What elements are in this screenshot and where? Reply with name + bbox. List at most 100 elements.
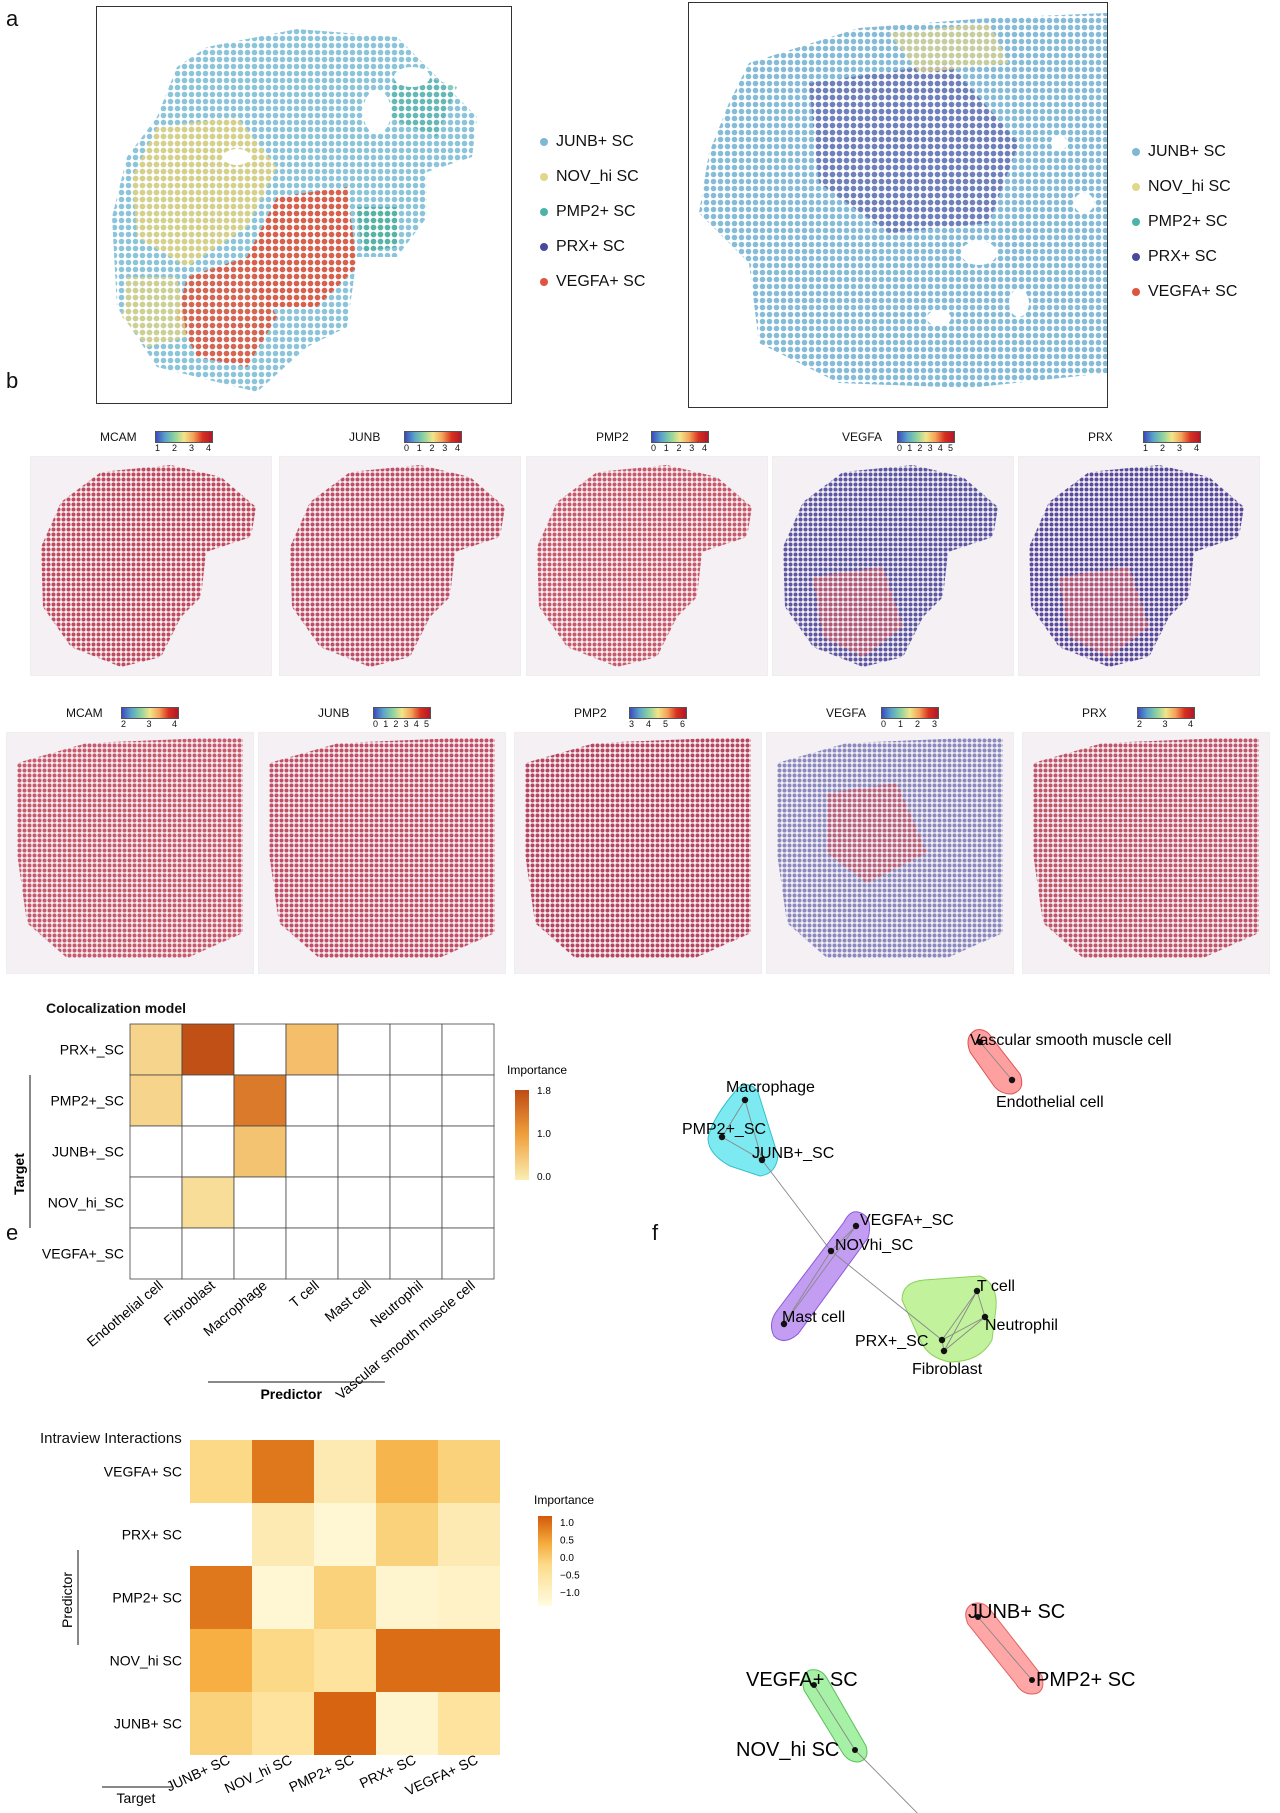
heatmap-e-row-label: PMP2+ SC: [112, 1590, 182, 1606]
network-d-node: [780, 1320, 788, 1328]
network-f-node-label: JUNB+ SC: [968, 1601, 1065, 1623]
network-d: Vascular smooth muscle cell Endothelial c…: [682, 1029, 1172, 1378]
heatmap-e-scale-tick: 1.0: [560, 1518, 574, 1529]
heatmap-c-ylabel: Target: [11, 1153, 27, 1195]
colorbar-tick: 0: [881, 719, 887, 729]
heatmap-e-cell: [376, 1629, 438, 1692]
gene-title-vegfa: VEGFA: [826, 706, 867, 720]
legend-label: NOV_hi SC: [1148, 178, 1231, 195]
colorbar-tick: 2: [676, 443, 682, 453]
network-d-node-label: Mast cell: [782, 1309, 845, 1326]
network-f-node-label: PMP2+ SC: [1036, 1669, 1135, 1691]
colorbar-tick: 1: [897, 719, 903, 729]
network-f-edge: [977, 1616, 1033, 1681]
colorbar-tick: 3: [1162, 719, 1168, 729]
spatial-map-sample-2-svg: [699, 13, 1107, 388]
network-d-node: [827, 1247, 835, 1255]
heatmap-c-scale-bar: [515, 1090, 529, 1180]
network-d-cluster-hull: [967, 1029, 1023, 1095]
heatmap-c-cell: [337, 1023, 391, 1076]
spatial-map-sample-1: [96, 6, 512, 404]
colorbar-ticks: 2 3 4: [1137, 719, 1193, 729]
colorbar-tick: 4: [701, 443, 707, 453]
heatmap-e-scale-bar: [538, 1516, 552, 1606]
heatmap-c-cell: [181, 1227, 235, 1280]
colorbar-tick: 3: [188, 443, 194, 453]
heatmap-e-title: Intraview Interactions: [40, 1430, 182, 1447]
heatmap-e-cell: [438, 1503, 500, 1566]
heatmap-c-cell: [441, 1074, 495, 1127]
gene-title-mcam: MCAM: [66, 706, 103, 720]
legend-label: PRX+ SC: [1148, 248, 1217, 265]
heatmap-c-legend-title: Importance: [507, 1063, 567, 1077]
heatmap-e-col-label: JUNB+ SC: [164, 1751, 232, 1794]
network-d-edge: [979, 1041, 1013, 1081]
tissue-image-mcam: [30, 456, 272, 676]
spatial-map-sample-1-svg: [112, 29, 477, 392]
heatmap-e-cell: [190, 1692, 252, 1755]
heatmap-e-row-label: JUNB+ SC: [114, 1716, 182, 1732]
network-d-node: [1008, 1076, 1016, 1084]
legend-label: JUNB+ SC: [556, 133, 634, 150]
network-d-node: [973, 1287, 981, 1295]
legend-swatch: [540, 243, 548, 251]
network-d-node-label: Neutrophil: [985, 1317, 1058, 1334]
tissue-image-prx: [1022, 732, 1270, 974]
network-f-node: [852, 1747, 858, 1753]
heatmap-e-cell: [252, 1692, 314, 1755]
colorbar-tick: 3: [442, 443, 448, 453]
network-d-edge: [943, 1290, 978, 1352]
tissue-spots: [525, 738, 751, 958]
panel-letter-f: f: [652, 1220, 659, 1245]
colorbar-tick: 1: [155, 443, 161, 453]
heatmap-e-cell: [314, 1692, 376, 1755]
colorbar-tick: 2: [393, 719, 399, 729]
tissue-spots: [290, 465, 505, 667]
legend-swatch: [1132, 218, 1140, 226]
spatial-map-sample-2: [688, 2, 1108, 408]
network-f-node: [1029, 1677, 1035, 1683]
legend-item-vegfa-1: VEGFA+ SC: [540, 273, 645, 291]
tissue-spots: [1033, 738, 1259, 958]
heatmap-c-cell: [129, 1125, 183, 1178]
network-d-edge: [721, 1099, 746, 1138]
network-d-node: [852, 1222, 860, 1230]
panel-letter-a: a: [6, 6, 19, 31]
network-d-node: [981, 1313, 989, 1321]
heatmap-c-cell: [181, 1023, 235, 1076]
network-d-node: [741, 1096, 749, 1104]
colorbar-tick: 4: [413, 719, 419, 729]
colorbar-ticks: 2 3 4: [121, 719, 177, 729]
colorbar-tick: 4: [454, 443, 460, 453]
network-d-edge: [941, 1290, 978, 1341]
colorbar-tick: 1: [663, 443, 669, 453]
colorbar-tick: 2: [429, 443, 435, 453]
tissue-image-junb: [258, 732, 506, 974]
network-f-node-label: NOV_hi SC: [736, 1739, 839, 1761]
heatmap-c-cell: [389, 1176, 443, 1229]
heatmap-c-col-label: Endothelial cell: [84, 1277, 166, 1350]
heatmap-c-cell: [285, 1023, 339, 1076]
gene-title-pmp2: PMP2: [596, 430, 629, 444]
colorbar-tick: 2: [1137, 719, 1143, 729]
network-d-edge: [943, 1316, 986, 1352]
gene-title-junb: JUNB: [318, 706, 350, 720]
network-d-edge: [744, 1099, 763, 1161]
heatmap-c-col-label: T cell: [286, 1277, 322, 1311]
network-d-node-label: Macrophage: [726, 1079, 815, 1096]
heatmap-e-col-label: NOV_hi SC: [222, 1751, 294, 1796]
heatmap-c-cell: [181, 1074, 235, 1127]
gene-title-vegfa: VEGFA: [842, 430, 883, 444]
network-d-edge: [783, 1225, 857, 1325]
colorbar-tick: 3: [927, 443, 933, 453]
colorbar-tick: 3: [689, 443, 695, 453]
heatmap-c-row-label: PMP2+_SC: [50, 1093, 124, 1109]
colorbar-tick: 4: [1193, 443, 1199, 453]
legend-item-nov-1: NOV_hi SC: [540, 168, 639, 186]
heatmap-e-cell: [438, 1566, 500, 1629]
heatmap-e-row-label: PRX+ SC: [122, 1527, 182, 1543]
heatmap-c-cell: [389, 1125, 443, 1178]
